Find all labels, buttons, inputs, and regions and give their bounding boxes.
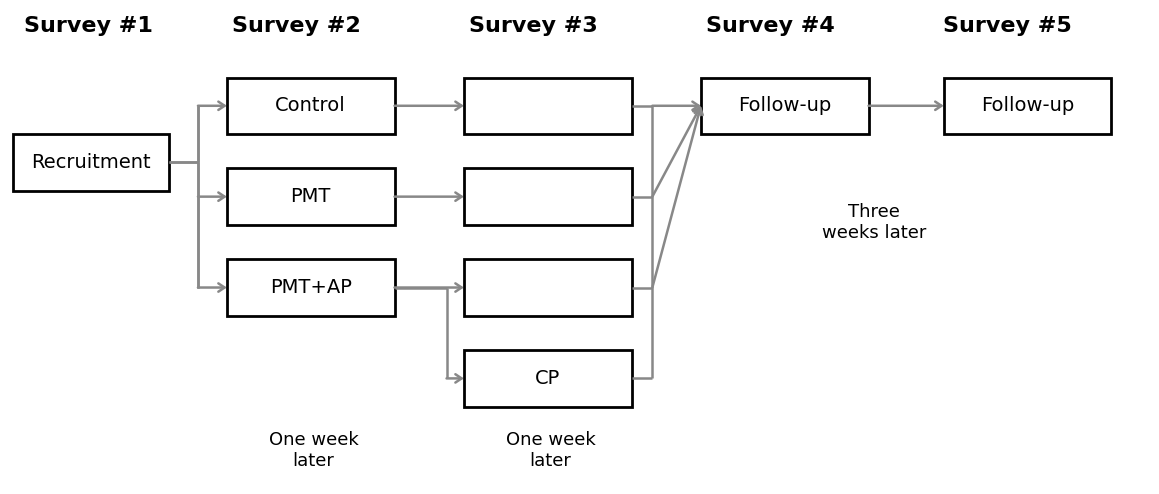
FancyBboxPatch shape xyxy=(701,78,868,134)
Text: Three
weeks later: Three weeks later xyxy=(822,203,926,242)
FancyBboxPatch shape xyxy=(464,78,632,134)
Text: PMT+AP: PMT+AP xyxy=(270,278,351,297)
Text: Survey #2: Survey #2 xyxy=(232,16,360,36)
FancyBboxPatch shape xyxy=(13,134,169,191)
Text: Follow-up: Follow-up xyxy=(738,96,831,115)
Text: Follow-up: Follow-up xyxy=(981,96,1074,115)
Text: Recruitment: Recruitment xyxy=(31,153,151,172)
Text: Survey #3: Survey #3 xyxy=(469,16,598,36)
FancyBboxPatch shape xyxy=(943,78,1111,134)
Text: Survey #4: Survey #4 xyxy=(706,16,834,36)
FancyBboxPatch shape xyxy=(227,168,394,225)
Text: CP: CP xyxy=(535,369,560,388)
FancyBboxPatch shape xyxy=(464,350,632,407)
Text: Control: Control xyxy=(276,96,347,115)
FancyBboxPatch shape xyxy=(227,78,394,134)
Text: Survey #5: Survey #5 xyxy=(943,16,1072,36)
Text: One week
later: One week later xyxy=(505,431,596,470)
FancyBboxPatch shape xyxy=(464,168,632,225)
Text: Survey #1: Survey #1 xyxy=(23,16,153,36)
Text: PMT: PMT xyxy=(291,187,330,206)
FancyBboxPatch shape xyxy=(227,259,394,316)
FancyBboxPatch shape xyxy=(464,259,632,316)
Text: One week
later: One week later xyxy=(269,431,358,470)
